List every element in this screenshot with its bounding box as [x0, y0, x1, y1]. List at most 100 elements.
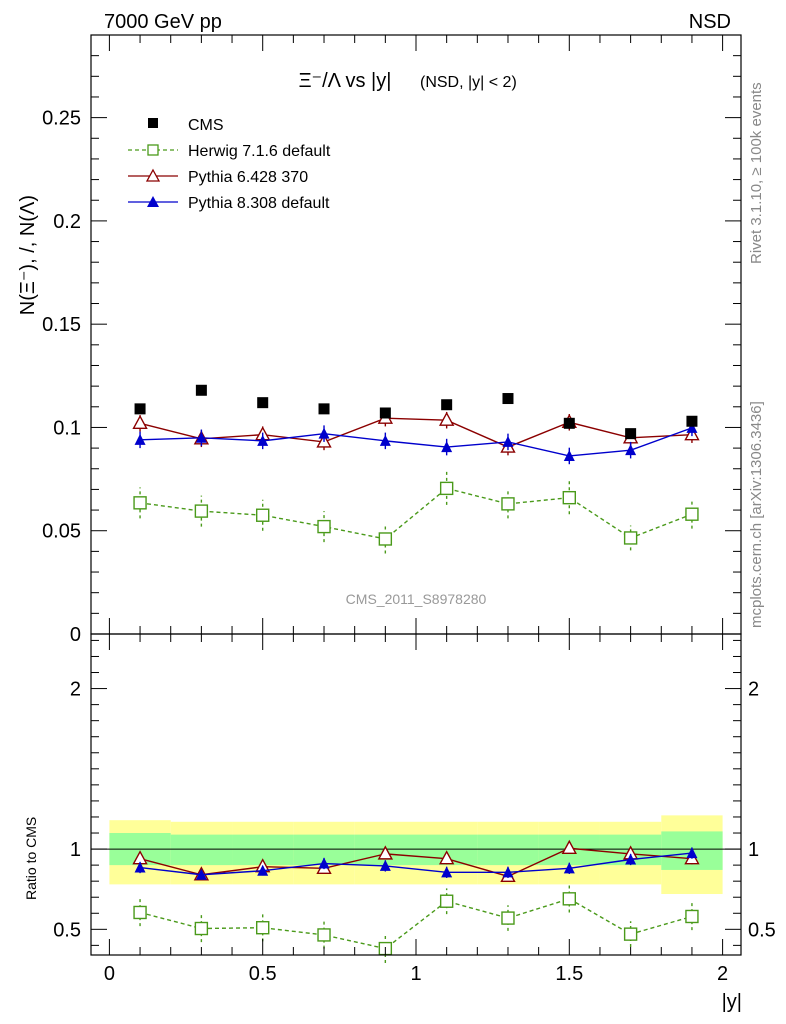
- main-pythia8-point: [441, 441, 453, 453]
- x-axis-label: |y|: [722, 991, 742, 1013]
- main-herwig-point: [562, 490, 577, 505]
- main-plot-marks: [132, 384, 700, 554]
- ratio-herwig-point: [133, 905, 147, 920]
- main-cms-point: [441, 399, 453, 411]
- ratio-herwig-point: [623, 927, 638, 941]
- main-herwig-point: [194, 504, 209, 518]
- ratio-herwig-point: [194, 921, 209, 936]
- main-cms-point: [318, 403, 330, 415]
- legend-entry-pythia6: Pythia 6.428 370: [128, 168, 308, 186]
- ratio-pythia8-point: [625, 853, 637, 865]
- main-cms-point: [502, 393, 514, 405]
- x-tick-label: 1: [410, 963, 421, 985]
- axes: 0 0.5 1 1.5 2 0 0.05 0.1 0.15 0.2 0.25 0.5 0.5 1 1 2 2: [42, 34, 776, 985]
- legend-marker-herwig: [147, 144, 159, 156]
- main-pythia8-point: [134, 433, 146, 445]
- main-y-tick-label: 0: [70, 624, 81, 646]
- ratio-y-tick-label: 0.5: [53, 919, 81, 941]
- main-herwig-point: [133, 496, 147, 510]
- ratio-y-tick-label-right: 0.5: [748, 919, 776, 941]
- legend-entry-pythia8: Pythia 8.308 default: [128, 195, 330, 212]
- main-herwig-point: [685, 507, 699, 521]
- ratio-pythia8-point: [441, 866, 453, 878]
- main-pythia6-line: [139, 417, 692, 448]
- main-pythia8-line: [140, 427, 693, 457]
- ratio-pythia8-point: [257, 864, 269, 876]
- main-pythia8-point: [379, 434, 391, 446]
- mcplots-label: mcplots.cern.ch [arXiv:1306.3436]: [748, 401, 765, 628]
- ratio-herwig-point: [317, 928, 331, 942]
- ratio-y-tick-label-right: 1: [748, 839, 759, 861]
- legend-label-pythia8: Pythia 8.308 default: [188, 195, 330, 212]
- ratio-herwig-point: [562, 892, 577, 906]
- main-pythia8-point: [625, 444, 637, 456]
- main-herwig-point: [317, 519, 331, 534]
- header-left: 7000 GeV pp: [104, 11, 222, 33]
- main-herwig-point: [378, 532, 393, 546]
- ratio-pythia8-point: [318, 857, 330, 869]
- main-cms-point: [625, 428, 637, 440]
- main-cms-point: [195, 384, 207, 396]
- ratio-pythia8-line: [139, 852, 693, 876]
- main-y-tick-label: 0.05: [42, 521, 81, 543]
- ratio-pythia6-line: [139, 847, 692, 878]
- main-herwig-point: [439, 481, 454, 496]
- main-pythia8-point: [195, 431, 207, 443]
- main-herwig-point: [623, 531, 638, 545]
- ratio-plot-frame: [90, 633, 742, 956]
- main-cms-point: [686, 415, 698, 427]
- x-tick-label: 0: [104, 963, 115, 985]
- main-y-tick-label: 0.2: [53, 211, 81, 233]
- ratio-pythia8-point: [379, 859, 391, 871]
- ratio-y-tick-label: 2: [70, 679, 81, 701]
- main-plot-title-suffix: (NSD, |y| < 2): [420, 74, 517, 91]
- main-pythia6-point: [438, 411, 455, 426]
- ratio-herwig-point: [501, 911, 515, 925]
- main-y-tick-label: 0.15: [42, 314, 81, 336]
- ratio-pythia6-point: [438, 850, 455, 865]
- ratio-herwig-line: [139, 898, 693, 950]
- ratio-band-inner: [477, 834, 539, 866]
- legend-label-pythia6: Pythia 6.428 370: [188, 169, 308, 186]
- legend-entry-herwig: Herwig 7.1.6 default: [128, 143, 331, 160]
- ratio-herwig-point: [255, 921, 270, 935]
- ratio-pythia8-point: [686, 847, 698, 859]
- ratio-pythia6-point: [377, 845, 394, 860]
- legend-marker-pythia8: [147, 196, 159, 207]
- legend-marker-cms: [148, 118, 158, 128]
- ratio-y-axis-label: Ratio to CMS: [23, 817, 39, 900]
- ratio-pythia8-point: [502, 866, 514, 878]
- ratio-plot-marks: [91, 815, 741, 964]
- legend-marker-pythia6: [145, 168, 161, 182]
- main-pythia8-point: [257, 434, 269, 446]
- legend: CMS Herwig 7.1.6 default Pythia 6.428 37…: [128, 117, 331, 212]
- ratio-pythia8-point: [195, 868, 207, 880]
- main-pythia8-point: [502, 435, 514, 447]
- main-pythia8-point: [563, 449, 575, 461]
- main-cms-point: [563, 417, 575, 429]
- ratio-herwig-point: [439, 894, 454, 908]
- main-plot-title: Ξ⁻/Λ vs |y|: [299, 70, 392, 92]
- main-pythia6-point: [132, 414, 148, 430]
- rivet-label: Rivet 3.1.10, ≥ 100k events: [748, 82, 765, 264]
- x-tick-label: 1.5: [555, 963, 583, 985]
- main-herwig-point: [501, 497, 515, 511]
- legend-label-cms: CMS: [188, 117, 224, 134]
- ratio-band-inner: [170, 834, 233, 866]
- main-cms-point: [134, 403, 146, 415]
- ratio-y-tick-label-right: 2: [748, 679, 759, 701]
- x-tick-label: 0.5: [249, 963, 277, 985]
- legend-label-herwig: Herwig 7.1.6 default: [188, 143, 331, 160]
- main-y-tick-label: 0.25: [42, 108, 81, 130]
- main-cms-point: [257, 397, 269, 409]
- x-tick-label: 2: [717, 963, 728, 985]
- ratio-pythia8-point: [563, 862, 575, 874]
- ratio-pythia8-point: [134, 861, 146, 873]
- main-y-axis-label: N(Ξ⁻), /, N(Λ): [17, 195, 39, 315]
- main-y-tick-label: 0.1: [53, 417, 81, 439]
- main-cms-point: [379, 407, 391, 419]
- ratio-herwig-point: [685, 909, 699, 924]
- ratio-pythia6-point: [561, 839, 577, 854]
- header-right: NSD: [689, 11, 731, 33]
